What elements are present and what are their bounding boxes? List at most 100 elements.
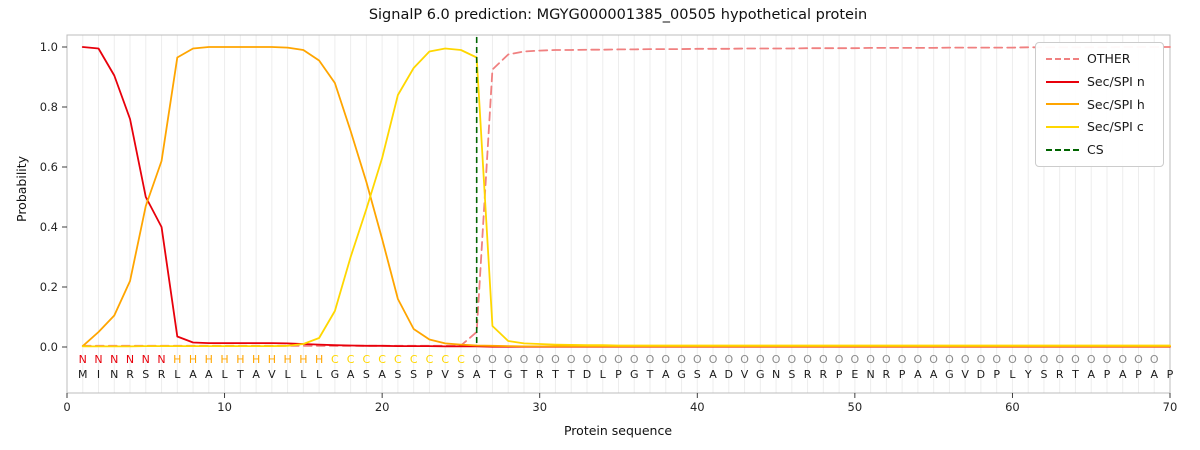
region-label-letter: O [1103, 353, 1112, 366]
region-label-letter: O [551, 353, 560, 366]
region-label-letter: N [157, 353, 165, 366]
region-label-letter: C [426, 353, 434, 366]
region-label-letter: O [709, 353, 718, 366]
region-label-letter: H [315, 353, 323, 366]
region-label-letter: H [252, 353, 260, 366]
sequence-letter: G [331, 368, 340, 381]
region-label-letter: H [283, 353, 291, 366]
sequence-letter: T [488, 368, 496, 381]
sequence-letter: L [222, 368, 229, 381]
sequence-letter: T [551, 368, 559, 381]
series-OTHER [81, 46, 1171, 347]
plot-border [66, 34, 1171, 394]
region-label-letter: O [787, 353, 796, 366]
sequence-letter: P [836, 368, 843, 381]
sequence-letter: D [725, 368, 733, 381]
sequence-letter: R [820, 368, 828, 381]
legend-sample-line [1046, 126, 1079, 129]
y-axis-label: Probability [14, 155, 29, 222]
legend-item-label: OTHER [1087, 51, 1131, 66]
sequence-letter: L [316, 368, 323, 381]
x-tick-label: 50 [848, 400, 863, 414]
sequence-letter: G [756, 368, 765, 381]
x-axis-label: Protein sequence [563, 423, 673, 438]
region-label-letter: O [614, 353, 623, 366]
region-label-letter: C [457, 353, 465, 366]
region-label-letter: H [189, 353, 197, 366]
sequence-letter: L [174, 368, 181, 381]
sequence-letter: G [945, 368, 954, 381]
sequence-letter: G [630, 368, 639, 381]
region-label-letter: H [299, 353, 307, 366]
sequence-letter: E [851, 368, 858, 381]
sequence-letter: R [1056, 368, 1064, 381]
region-label-letter: O [961, 353, 970, 366]
region-label-letter: H [205, 353, 213, 366]
sequence-letter: S [694, 368, 701, 381]
region-label-letter: O [772, 353, 781, 366]
region-label-letter: O [992, 353, 1001, 366]
region-label-letter: O [1087, 353, 1096, 366]
sequence-letter: R [804, 368, 812, 381]
sequence-letter: S [457, 368, 464, 381]
x-tick-label: 20 [375, 400, 390, 414]
x-tick-label: 10 [217, 400, 232, 414]
sequence-letter: A [662, 368, 670, 381]
x-tick-label: 60 [1005, 400, 1020, 414]
sequence-letter: G [504, 368, 513, 381]
region-label-letter: H [268, 353, 276, 366]
sequence-letter: A [914, 368, 922, 381]
region-label-letter: O [646, 353, 655, 366]
sequence-letter: A [473, 368, 481, 381]
region-label-letter: O [1118, 353, 1127, 366]
sequence-letter: A [189, 368, 197, 381]
sequence-letter: T [520, 368, 528, 381]
series-Sec/SPI c [81, 47, 1171, 348]
sequence-letter: R [536, 368, 544, 381]
sequence-letter: T [1071, 368, 1079, 381]
region-label-letter: N [79, 353, 87, 366]
sequence-letter: P [615, 368, 622, 381]
sequence-letter: A [1087, 368, 1095, 381]
sequence-letter: P [426, 368, 433, 381]
y-tick-label: 0.2 [40, 280, 58, 294]
x-tick-label: 40 [690, 400, 705, 414]
legend-sample-line [1046, 148, 1079, 151]
region-label-letter: N [94, 353, 102, 366]
region-label-letter: H [173, 353, 181, 366]
sequence-letter: I [97, 368, 100, 381]
region-label-letter: O [835, 353, 844, 366]
region-label-letter: C [363, 353, 371, 366]
sequence-letter: M [78, 368, 88, 381]
region-label-letter: H [236, 353, 244, 366]
sequence-letter: A [1150, 368, 1158, 381]
legend-item-label: Sec/SPI c [1087, 119, 1144, 135]
region-label-letter: O [945, 353, 954, 366]
sequence-letter: D [583, 368, 591, 381]
sequence-letter: A [378, 368, 386, 381]
region-label-letter: O [693, 353, 702, 366]
x-tick-label: 30 [532, 400, 547, 414]
region-label-letter: O [898, 353, 907, 366]
sequence-letter: N [110, 368, 118, 381]
region-label-letter: O [851, 353, 860, 366]
region-label-letter: O [567, 353, 576, 366]
region-label-letter: O [1150, 353, 1159, 366]
region-label-letter: O [630, 353, 639, 366]
chart-title: SignalP 6.0 prediction: MGYG000001385_00… [368, 7, 868, 23]
region-label-letter: O [598, 353, 607, 366]
legend-item-label: Sec/SPI h [1087, 96, 1145, 112]
region-label-letter: O [504, 353, 513, 366]
sequence-letter: L [300, 368, 307, 381]
sequence-letter: P [1167, 368, 1174, 381]
sequence-letter: D [977, 368, 985, 381]
region-label-letter: O [1071, 353, 1080, 366]
region-label-letter: O [724, 353, 733, 366]
legend-sample-line [1046, 103, 1079, 106]
region-label-letter: N [126, 353, 134, 366]
sequence-letter: S [142, 368, 149, 381]
series-Sec/SPI h [81, 46, 1171, 348]
sequence-letter: A [709, 368, 717, 381]
